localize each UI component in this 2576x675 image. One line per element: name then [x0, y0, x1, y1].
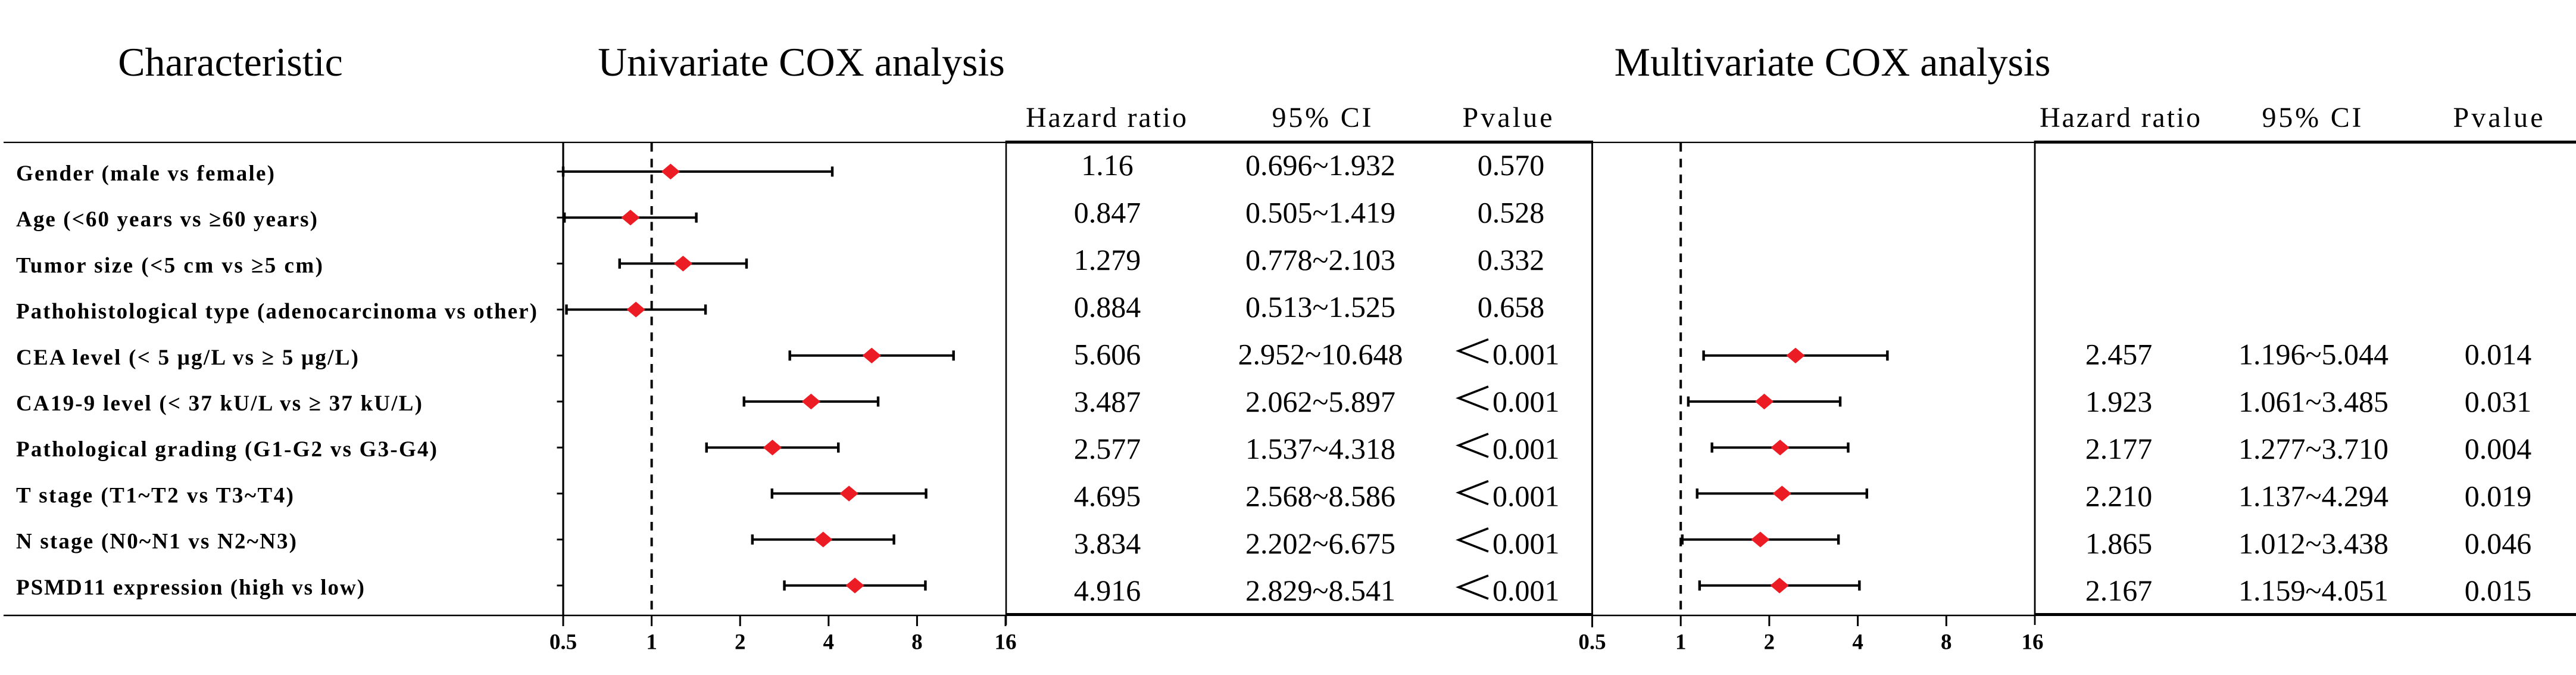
- svg-text:N stage (N0~N1 vs N2~N3): N stage (N0~N1 vs N2~N3): [16, 530, 296, 554]
- svg-text:8: 8: [911, 630, 923, 655]
- svg-text:1.923: 1.923: [2085, 385, 2153, 418]
- svg-text:2.177: 2.177: [2085, 432, 2153, 465]
- svg-text:0.031: 0.031: [2465, 385, 2532, 418]
- svg-text:1.012~3.438: 1.012~3.438: [2238, 527, 2388, 560]
- svg-text:1.137~4.294: 1.137~4.294: [2238, 479, 2388, 512]
- svg-text:0.014: 0.014: [2465, 338, 2532, 371]
- svg-text:0.046: 0.046: [2465, 527, 2532, 560]
- svg-text:1.196~5.044: 1.196~5.044: [2238, 338, 2388, 371]
- svg-text:0.5: 0.5: [1578, 630, 1606, 655]
- svg-text:0.696~1.932: 0.696~1.932: [1245, 148, 1395, 182]
- svg-text:8: 8: [1941, 630, 1952, 655]
- svg-text:0.004: 0.004: [2465, 432, 2532, 465]
- svg-text:0.015: 0.015: [2465, 574, 2532, 607]
- svg-text:Age (<60 years vs ≥60 years): Age (<60 years vs ≥60 years): [16, 207, 317, 232]
- svg-text:2.829~8.541: 2.829~8.541: [1245, 574, 1395, 607]
- svg-text:0.001: 0.001: [1492, 527, 1560, 560]
- svg-text:CEA level (< 5 μg/L vs ≥ 5 μg/: CEA level (< 5 μg/L vs ≥ 5 μg/L): [16, 346, 358, 370]
- svg-text:2.568~8.586: 2.568~8.586: [1245, 479, 1395, 512]
- svg-text:16: 16: [995, 630, 1017, 655]
- svg-text:0.019: 0.019: [2465, 479, 2532, 512]
- svg-text:2.202~6.675: 2.202~6.675: [1245, 527, 1395, 560]
- svg-text:2: 2: [735, 630, 746, 655]
- svg-text:2: 2: [1764, 630, 1775, 655]
- svg-text:1.865: 1.865: [2085, 527, 2153, 560]
- svg-text:Hazard ratio: Hazard ratio: [2040, 102, 2200, 133]
- svg-text:Tumor size (<5 cm vs ≥5 cm): Tumor size (<5 cm vs ≥5 cm): [16, 253, 323, 278]
- svg-text:0.001: 0.001: [1492, 574, 1560, 607]
- svg-text:0.332: 0.332: [1478, 243, 1545, 276]
- svg-text:0.505~1.419: 0.505~1.419: [1245, 196, 1395, 229]
- svg-text:Univariate COX analysis: Univariate COX analysis: [598, 39, 1005, 85]
- svg-text:2.952~10.648: 2.952~10.648: [1238, 338, 1403, 371]
- svg-text:4.916: 4.916: [1074, 574, 1141, 607]
- svg-text:1.16: 1.16: [1081, 148, 1134, 182]
- svg-text:3.487: 3.487: [1074, 385, 1141, 418]
- svg-text:2.457: 2.457: [2085, 338, 2153, 371]
- svg-text:Hazard ratio: Hazard ratio: [1026, 102, 1186, 133]
- svg-text:0.658: 0.658: [1478, 290, 1545, 323]
- svg-text:0.001: 0.001: [1492, 338, 1560, 371]
- svg-text:16: 16: [2022, 630, 2044, 655]
- svg-text:5.606: 5.606: [1074, 338, 1141, 371]
- svg-text:0.847: 0.847: [1074, 196, 1141, 229]
- svg-text:3.834: 3.834: [1074, 527, 1141, 560]
- svg-text:4.695: 4.695: [1074, 479, 1141, 512]
- svg-text:1.279: 1.279: [1074, 243, 1141, 276]
- svg-text:0.5: 0.5: [549, 630, 577, 655]
- svg-text:2.062~5.897: 2.062~5.897: [1245, 385, 1395, 418]
- svg-text:95% CI: 95% CI: [2262, 102, 2362, 133]
- svg-text:2.577: 2.577: [1074, 432, 1141, 465]
- svg-text:0.001: 0.001: [1492, 479, 1560, 512]
- svg-text:95% CI: 95% CI: [1272, 102, 1372, 133]
- svg-text:1: 1: [1675, 630, 1687, 655]
- svg-text:1.159~4.051: 1.159~4.051: [2238, 574, 2388, 607]
- svg-text:4: 4: [823, 630, 835, 655]
- svg-text:PSMD11 expression (high vs low: PSMD11 expression (high vs low): [16, 576, 364, 600]
- svg-text:0.513~1.525: 0.513~1.525: [1245, 290, 1395, 323]
- svg-text:4: 4: [1852, 630, 1863, 655]
- svg-text:Pathohistological type (adenoc: Pathohistological type (adenocarcinoma v…: [16, 300, 537, 324]
- svg-text:T stage (T1~T2 vs T3~T4): T stage (T1~T2 vs T3~T4): [16, 483, 293, 508]
- svg-text:Gender (male vs female): Gender (male vs female): [16, 161, 274, 186]
- svg-text:0.570: 0.570: [1478, 148, 1545, 182]
- svg-text:2.210: 2.210: [2085, 479, 2153, 512]
- svg-text:2.167: 2.167: [2085, 574, 2153, 607]
- svg-text:1.061~3.485: 1.061~3.485: [2238, 385, 2388, 418]
- svg-text:1.537~4.318: 1.537~4.318: [1245, 432, 1395, 465]
- svg-text:0.884: 0.884: [1074, 290, 1141, 323]
- svg-text:0.528: 0.528: [1478, 196, 1545, 229]
- svg-text:Characteristic: Characteristic: [118, 39, 343, 85]
- svg-text:0.778~2.103: 0.778~2.103: [1245, 243, 1395, 276]
- svg-text:Multivariate COX analysis: Multivariate COX analysis: [1615, 39, 2051, 85]
- svg-text:1.277~3.710: 1.277~3.710: [2238, 432, 2388, 465]
- svg-text:Pathological grading (G1-G2 vs: Pathological grading (G1-G2 vs G3-G4): [16, 437, 437, 462]
- svg-text:0.001: 0.001: [1492, 432, 1560, 465]
- svg-text:1: 1: [646, 630, 657, 655]
- svg-text:0.001: 0.001: [1492, 385, 1560, 418]
